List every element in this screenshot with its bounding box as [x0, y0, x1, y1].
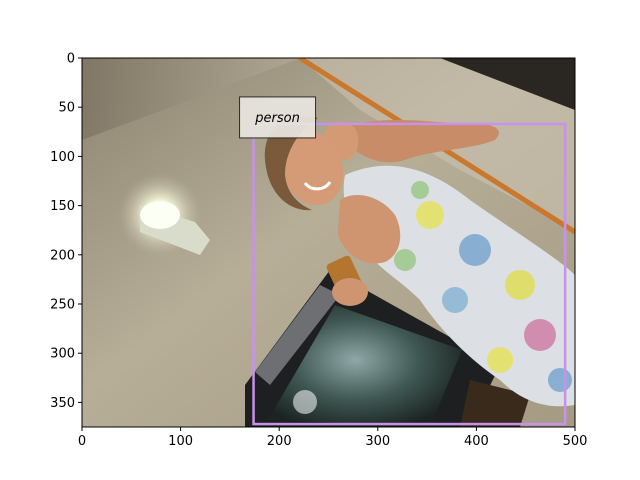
detection-label: person: [254, 111, 300, 126]
x-tick-label: 300: [365, 434, 390, 449]
photo: [82, 58, 575, 427]
y-tick-label: 50: [58, 101, 75, 116]
detection-overlay: person: [239, 96, 567, 426]
y-tick-label: 200: [50, 248, 75, 263]
y-tick-label: 0: [67, 52, 75, 67]
y-tick-label: 350: [50, 396, 75, 411]
y-tick-label: 150: [50, 199, 75, 214]
y-tick-label: 100: [50, 150, 75, 165]
detection-label-box: [239, 96, 317, 139]
x-tick-label: 100: [168, 434, 193, 449]
y-tick-label: 300: [50, 347, 75, 362]
y-axis: 0 50 100 150 200 250 300 350: [50, 52, 82, 411]
axes-frame: [81, 57, 576, 428]
x-tick-label: 500: [563, 434, 588, 449]
x-tick-label: 200: [267, 434, 292, 449]
bounding-box-person: [252, 122, 567, 426]
x-axis: 0 100 200 300 400 500: [78, 427, 588, 449]
y-tick-label: 250: [50, 298, 75, 313]
x-tick-label: 0: [78, 434, 86, 449]
x-tick-label: 400: [464, 434, 489, 449]
